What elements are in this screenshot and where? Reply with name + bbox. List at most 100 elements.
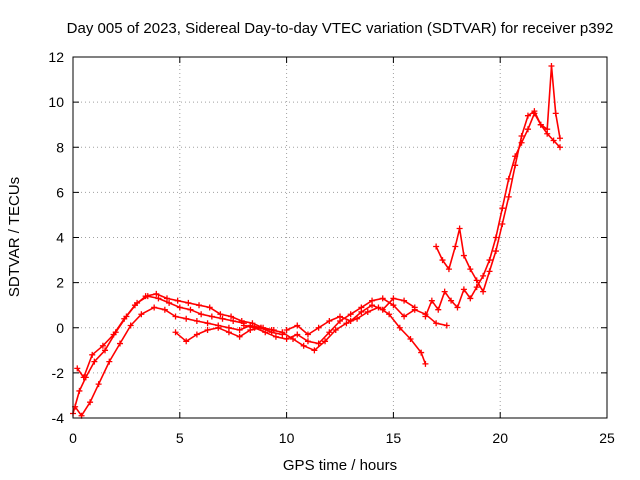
data-point (127, 322, 134, 329)
data-point (193, 331, 200, 338)
x-tick-label: 5 (176, 430, 184, 446)
data-point (544, 126, 551, 133)
data-point (499, 220, 506, 227)
x-tick-label: 20 (492, 430, 508, 446)
data-point (228, 313, 235, 320)
data-point (454, 304, 461, 311)
data-point (343, 320, 350, 327)
data-point (473, 284, 480, 291)
data-point (445, 266, 452, 273)
data-point (217, 311, 224, 318)
data-series (70, 63, 564, 419)
data-point (161, 306, 168, 313)
data-point (208, 313, 215, 320)
data-point (172, 313, 179, 320)
data-point (473, 277, 480, 284)
data-point (225, 329, 232, 336)
y-tick-label: 0 (56, 320, 64, 336)
y-axis-label: SDTVAR / TECUs (6, 177, 23, 297)
data-point (89, 351, 96, 358)
data-point (155, 295, 162, 302)
chart-title: Day 005 of 2023, Sidereal Day-to-day VTE… (67, 20, 614, 37)
data-point (422, 360, 429, 367)
y-tick-label: 2 (56, 275, 64, 291)
data-point (407, 336, 414, 343)
data-point (467, 295, 474, 302)
data-point (332, 327, 339, 334)
data-point (439, 257, 446, 264)
data-point (116, 340, 123, 347)
data-point (236, 327, 243, 334)
data-point (294, 322, 301, 329)
data-point (174, 297, 181, 304)
series-track-3 (74, 290, 277, 381)
data-point (401, 313, 408, 320)
data-point (206, 304, 213, 311)
y-tick-label: -2 (52, 365, 65, 381)
data-point (486, 268, 493, 275)
data-point (524, 126, 531, 133)
data-point (492, 248, 499, 255)
data-point (142, 293, 149, 300)
data-point (240, 322, 247, 329)
data-point (279, 329, 286, 336)
data-point (499, 205, 506, 212)
data-point (183, 338, 190, 345)
data-point (153, 290, 160, 297)
series-line (435, 110, 561, 293)
data-point (505, 193, 512, 200)
data-point (401, 297, 408, 304)
data-point (531, 110, 538, 117)
data-point (198, 311, 205, 318)
series-line (76, 293, 274, 379)
data-point (283, 327, 290, 334)
data-point (550, 137, 557, 144)
data-point (138, 311, 145, 318)
x-tick-label: 10 (279, 430, 295, 446)
data-point (443, 322, 450, 329)
data-point (435, 306, 442, 313)
data-point (326, 329, 333, 336)
data-point (272, 333, 279, 340)
data-point (428, 297, 435, 304)
data-point (390, 302, 397, 309)
data-point (512, 153, 519, 160)
data-point (480, 272, 487, 279)
x-tick-label: 25 (599, 430, 615, 446)
data-point (322, 338, 329, 345)
data-point (524, 112, 531, 119)
data-point (386, 311, 393, 318)
data-point (518, 139, 525, 146)
data-point (354, 315, 361, 322)
data-point (219, 315, 226, 322)
data-point (552, 110, 559, 117)
data-point (369, 302, 376, 309)
y-tick-label: 10 (48, 94, 64, 110)
data-point (418, 349, 425, 356)
data-point (492, 234, 499, 241)
data-point (480, 288, 487, 295)
data-point (557, 144, 564, 151)
series-track-8 (422, 63, 564, 320)
data-point (347, 311, 354, 318)
data-point (452, 243, 459, 250)
data-point (379, 306, 386, 313)
y-tick-label: -4 (52, 410, 65, 426)
data-point (176, 304, 183, 311)
data-point (80, 374, 87, 381)
data-point (304, 338, 311, 345)
y-tick-label: 8 (56, 139, 64, 155)
data-point (456, 225, 463, 232)
data-point (166, 299, 173, 306)
y-tick-label: 4 (56, 230, 64, 246)
data-point (283, 336, 290, 343)
data-point (238, 317, 245, 324)
data-point (557, 135, 564, 142)
data-point (163, 295, 170, 302)
y-tick-label: 12 (48, 49, 64, 65)
axis-ticks: 0 5 10 15 20 25 -4 -2 0 2 4 6 8 10 12 (48, 49, 615, 446)
data-point (315, 340, 322, 347)
series-track-5 (240, 295, 450, 347)
data-point (230, 317, 237, 324)
